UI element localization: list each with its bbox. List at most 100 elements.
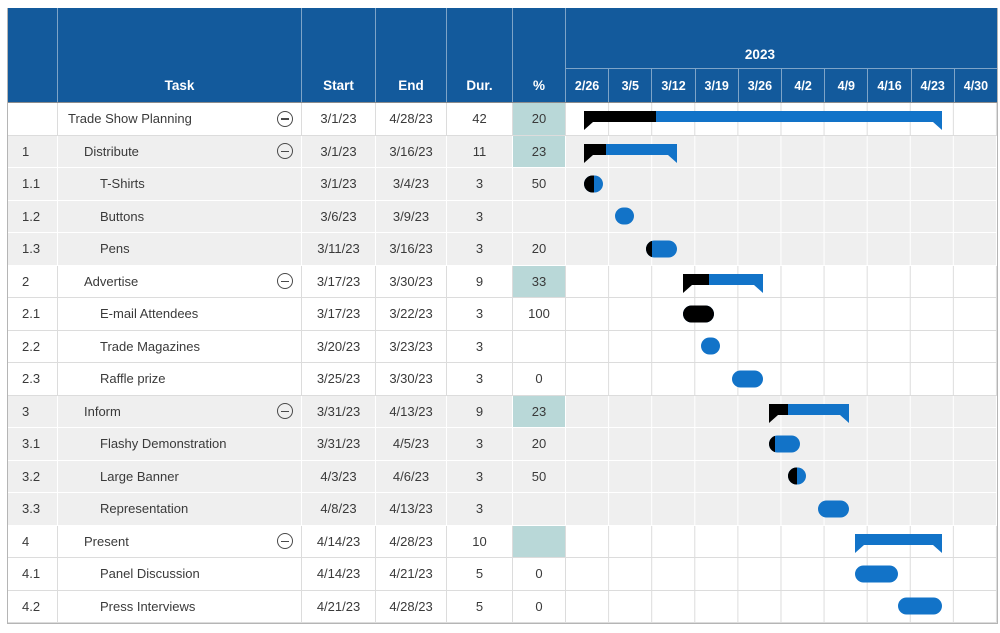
progress-fill (584, 143, 606, 155)
task-id-cell: 2.1 (8, 298, 58, 330)
end-date-cell: 4/28/23 (376, 525, 447, 557)
task-row: 2.3 Raffle prize 3/25/23 3/30/23 3 0 (8, 363, 997, 396)
task-bar[interactable] (732, 370, 764, 388)
duration-cell: 3 (447, 460, 513, 492)
start-date-cell: 3/31/23 (302, 428, 376, 460)
task-name-cell: Trade Show Planning (58, 103, 302, 135)
task-name-label: Trade Magazines (100, 338, 200, 354)
task-bar[interactable] (584, 175, 603, 193)
summary-bar[interactable] (584, 111, 942, 130)
percent-cell: 23 (513, 395, 566, 427)
start-date-cell: 4/14/23 (302, 525, 376, 557)
duration-cell: 3 (447, 428, 513, 460)
summary-bar[interactable] (682, 273, 764, 293)
end-date-cell: 4/21/23 (376, 558, 447, 590)
task-name-label: Panel Discussion (100, 566, 200, 582)
task-name-cell: Present (58, 525, 302, 557)
task-name-cell: Distribute (58, 135, 302, 167)
task-bar[interactable] (898, 597, 942, 615)
task-row: 2.2 Trade Magazines 3/20/23 3/23/23 3 (8, 330, 997, 363)
start-date-cell: 3/1/23 (302, 103, 376, 135)
task-row: 3.2 Large Banner 4/3/23 4/6/23 3 50 (8, 460, 997, 493)
start-date-cell: 3/25/23 (302, 363, 376, 395)
task-id-cell: 3 (8, 395, 58, 427)
task-row: 1.1 T-Shirts 3/1/23 3/4/23 3 50 (8, 168, 997, 201)
timeline-week-row: 2/26 3/5 3/12 3/19 3/26 4/2 4/9 4/16 4/23 4/30 (566, 69, 997, 102)
percent-cell: 23 (513, 135, 566, 167)
percent-cell (513, 330, 566, 362)
task-row: 1.2 Buttons 3/6/23 3/9/23 3 (8, 200, 997, 233)
collapse-button[interactable] (277, 403, 293, 420)
task-bar[interactable] (701, 337, 720, 355)
task-name-label: Inform (84, 403, 121, 419)
task-name-label: Large Banner (100, 468, 179, 484)
task-bar[interactable] (615, 207, 634, 225)
timeline-week-label: 4/23 (912, 69, 955, 102)
timeline-cell (566, 558, 997, 590)
task-name-cell: Inform (58, 395, 302, 427)
task-bar[interactable] (818, 500, 850, 518)
summary-bar-end-tail (932, 544, 942, 553)
duration-cell: 10 (447, 525, 513, 557)
task-name-label: Trade Show Planning (68, 111, 192, 127)
task-row: 3 Inform 3/31/23 4/13/23 9 23 (8, 395, 997, 428)
collapse-button[interactable] (277, 533, 293, 550)
timeline-week-label: 3/26 (739, 69, 783, 102)
task-id-cell: 1.2 (8, 200, 58, 232)
summary-bar[interactable] (584, 143, 677, 163)
task-name-label: Press Interviews (100, 598, 196, 614)
task-bar[interactable] (787, 467, 807, 485)
summary-bar[interactable] (769, 403, 850, 423)
timeline-cell (566, 493, 997, 525)
start-date-cell: 3/1/23 (302, 135, 376, 167)
task-bar[interactable] (682, 305, 714, 323)
timeline-cell (566, 265, 997, 297)
timeline-header: 2023 2/26 3/5 3/12 3/19 3/26 4/2 4/9 4/16 4/23 4/… (566, 8, 997, 102)
task-name-label: Present (84, 533, 129, 549)
duration-cell: 11 (447, 135, 513, 167)
duration-cell: 42 (447, 103, 513, 135)
end-date-cell: 4/13/23 (376, 493, 447, 525)
timeline-week-label: 4/16 (868, 69, 912, 102)
task-id-cell: 1.3 (8, 233, 58, 265)
column-header-percent: % (513, 8, 566, 102)
task-name-label: Buttons (100, 208, 145, 224)
task-name-cell: Panel Discussion (58, 558, 302, 590)
start-date-cell: 3/31/23 (302, 395, 376, 427)
timeline-cell (566, 395, 997, 427)
start-date-cell: 3/17/23 (302, 265, 376, 297)
percent-cell: 50 (513, 168, 566, 200)
percent-cell: 20 (513, 103, 566, 135)
end-date-cell: 3/16/23 (376, 135, 447, 167)
task-id-cell: 3.2 (8, 460, 58, 492)
task-id-cell (8, 103, 58, 135)
timeline-cell (566, 233, 997, 265)
collapse-button[interactable] (277, 110, 293, 127)
start-date-cell: 3/6/23 (302, 200, 376, 232)
collapse-button[interactable] (277, 273, 293, 290)
duration-cell: 3 (447, 168, 513, 200)
timeline-cell (566, 135, 997, 167)
end-date-cell: 3/22/23 (376, 298, 447, 330)
duration-cell: 5 (447, 558, 513, 590)
progress-fill (769, 435, 776, 453)
collapse-button[interactable] (277, 143, 293, 160)
table-header: Task Start End Dur. % 2023 2/26 3/5 3/12 3/… (8, 8, 997, 103)
task-bar[interactable] (855, 565, 899, 583)
task-bar[interactable] (646, 240, 677, 258)
duration-cell: 3 (447, 298, 513, 330)
progress-fill (584, 111, 656, 122)
task-bar[interactable] (769, 435, 800, 453)
task-row: 3.3 Representation 4/8/23 4/13/23 3 (8, 493, 997, 526)
end-date-cell: 4/5/23 (376, 428, 447, 460)
summary-bar-start-tail (584, 122, 594, 130)
start-date-cell: 4/3/23 (302, 460, 376, 492)
percent-cell (513, 200, 566, 232)
percent-cell: 33 (513, 265, 566, 297)
summary-bar[interactable] (855, 533, 942, 553)
timeline-week-label: 3/12 (652, 69, 696, 102)
task-row: 1 Distribute 3/1/23 3/16/23 11 23 (8, 135, 997, 168)
start-date-cell: 4/21/23 (302, 590, 376, 622)
percent-cell: 0 (513, 590, 566, 622)
task-name-label: Pens (100, 241, 130, 257)
